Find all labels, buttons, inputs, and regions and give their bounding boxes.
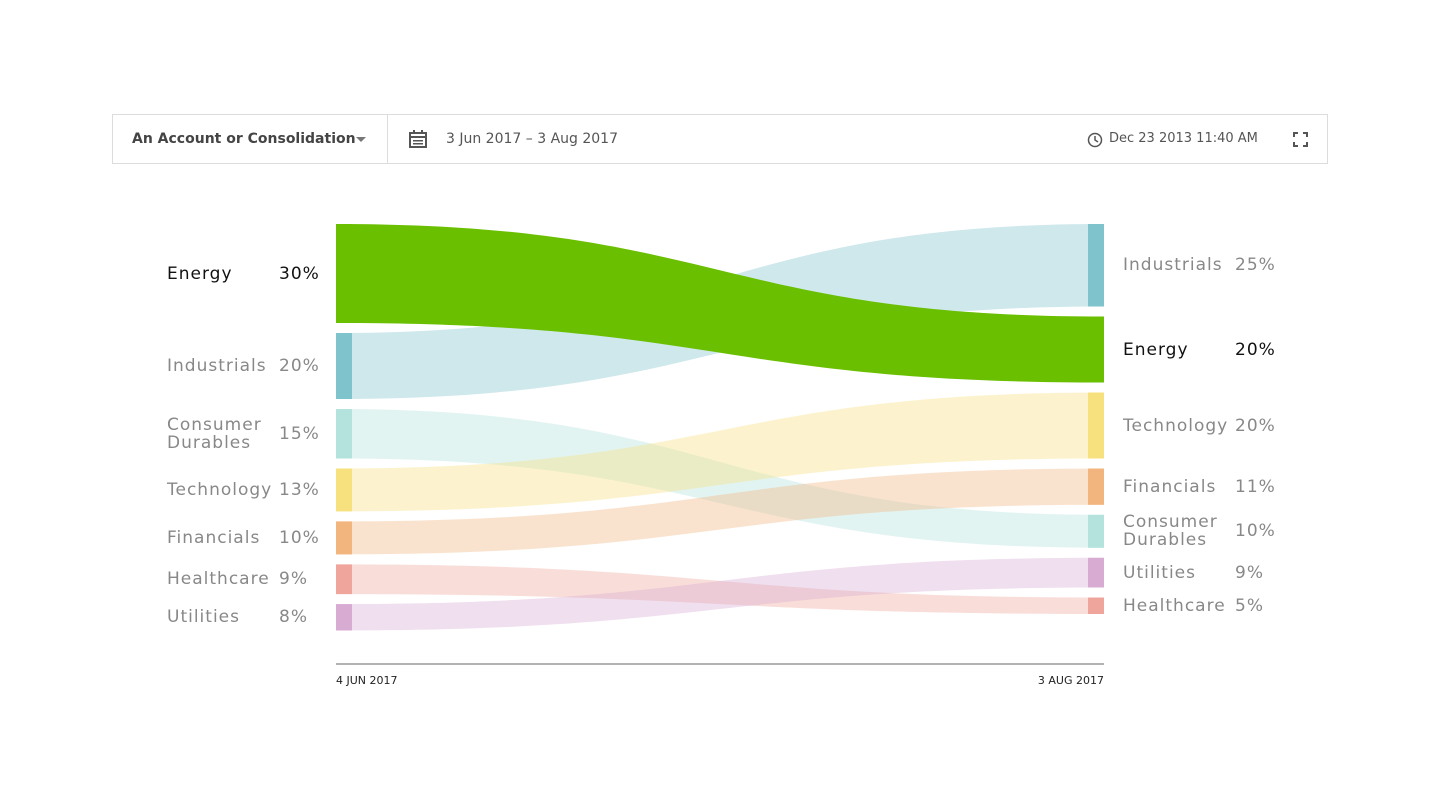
series-name: Healthcare <box>167 569 270 590</box>
value-label: 25% <box>1235 255 1276 276</box>
value-label: 8% <box>279 607 308 628</box>
node-bar <box>1088 224 1104 307</box>
calendar-icon[interactable] <box>408 129 428 149</box>
dropdown-arrow[interactable] <box>355 136 367 144</box>
value-label: 5% <box>1235 595 1264 616</box>
node-bar <box>336 604 352 631</box>
node-bar <box>336 468 352 512</box>
series-name: Utilities <box>167 607 240 628</box>
series-name: Consumer Durables <box>167 414 262 453</box>
series-name: Industrials <box>167 356 267 376</box>
series-name: Energy <box>167 263 233 284</box>
value-label: 30% <box>279 263 320 284</box>
series-name: Healthcare <box>1123 595 1226 616</box>
flow-ribbon <box>336 468 1104 555</box>
value-label: 10% <box>279 527 320 548</box>
node-bar <box>1088 597 1104 614</box>
series-name: Utilities <box>1123 562 1196 583</box>
flow-ribbon <box>336 564 1104 614</box>
flow-ribbon <box>336 224 1104 383</box>
series-name: Technology <box>1123 415 1229 436</box>
node-bar <box>1088 316 1104 383</box>
flow-ribbon <box>336 392 1104 512</box>
series-name: Financials <box>167 527 261 548</box>
series-name: Consumer Durables <box>1123 512 1218 551</box>
node-bar <box>1088 557 1104 588</box>
value-label: 11% <box>1235 476 1276 497</box>
value-label: 9% <box>279 569 308 590</box>
node-bar <box>1088 392 1104 459</box>
value-label: 9% <box>1235 562 1264 583</box>
flow-ribbon <box>336 409 1104 548</box>
series-name: Energy <box>1123 339 1189 360</box>
x-tick-label: 4 JUN 2017 <box>336 674 398 687</box>
series-name: Financials <box>1123 476 1217 497</box>
series-name: Industrials <box>1123 255 1223 276</box>
x-tick-label: 3 AUG 2017 <box>1038 674 1104 687</box>
flow-ribbon <box>336 557 1104 631</box>
node-bar <box>336 333 352 399</box>
node-bar <box>1088 514 1104 548</box>
fullscreen-button[interactable] <box>1293 132 1308 147</box>
value-label: 10% <box>1235 521 1276 542</box>
clock-icon <box>1087 132 1103 148</box>
divider <box>387 115 388 163</box>
node-bar <box>336 521 352 555</box>
value-label: 20% <box>279 356 320 376</box>
date-range[interactable]: 3 Jun 2017 – 3 Aug 2017 <box>446 131 618 147</box>
node-bar <box>1088 468 1104 505</box>
series-name: Technology <box>167 479 273 500</box>
value-label: 20% <box>1235 339 1276 360</box>
value-label: 13% <box>279 479 320 500</box>
account-select[interactable]: An Account or Consolidation <box>132 131 356 147</box>
timestamp: Dec 23 2013 11:40 AM <box>1109 131 1258 146</box>
value-label: 20% <box>1235 415 1276 436</box>
toolbar: An Account or Consolidation 3 Jun 2017 –… <box>112 114 1328 164</box>
node-bar <box>336 409 352 459</box>
node-bar <box>336 224 352 323</box>
value-label: 15% <box>279 423 320 444</box>
node-bar <box>336 564 352 595</box>
